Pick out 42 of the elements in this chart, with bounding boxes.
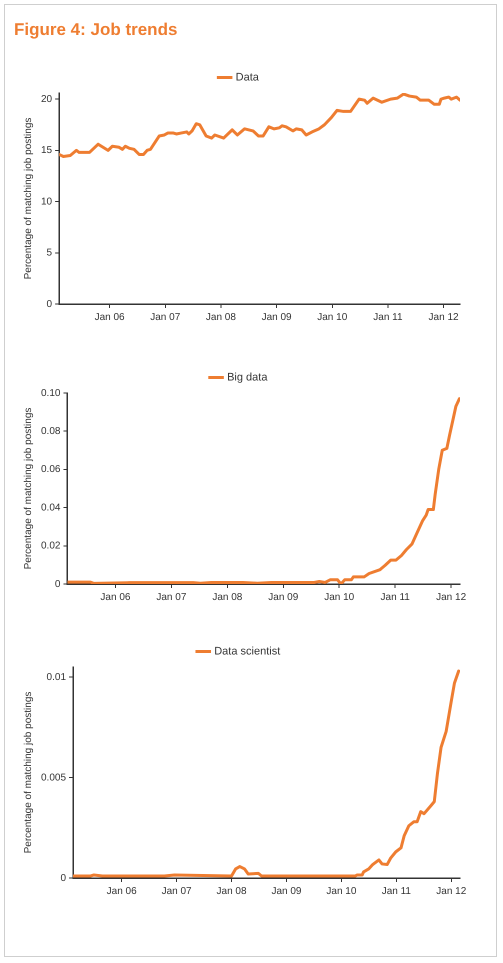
x-tick-label: Jan 10 [324,592,355,603]
x-tick-label: Jan 12 [436,886,467,897]
y-axis-title: Percentage of matching job postings [22,408,34,570]
x-tick-label: Jan 11 [373,312,403,323]
x-tick-label: Jan 10 [317,312,348,323]
y-axis-title: Percentage of matching job postings [22,692,34,854]
y-tick-label: 0.02 [40,540,61,552]
x-tick-label: Jan 11 [380,592,410,603]
y-tick-label: 0 [60,872,66,884]
x-tick-label: Jan 12 [436,592,467,603]
y-tick-label: 0 [46,298,53,310]
chart-title: Figure 4: Job trends [14,20,178,40]
y-tick-label: 0.08 [40,426,61,437]
y-tick-label: 0.06 [40,464,61,476]
y-tick-label: 0.01 [46,672,66,683]
y-tick-label: 0.10 [40,388,61,399]
y-tick-label: 20 [41,94,53,105]
x-tick-label: Jan 06 [100,592,131,603]
y-axis-title: Percentage of matching job postings [22,118,34,280]
y-tick-label: 0.04 [40,502,61,514]
x-tick-label: Jan 08 [206,312,236,323]
legend-label: Big data [227,372,268,384]
x-tick-label: Jan 11 [382,886,412,897]
x-tick-label: Jan 12 [428,312,460,323]
x-tick-label: Jan 09 [268,592,299,603]
y-tick-label: 0.005 [40,772,66,784]
legend-label: Data scientist [214,646,280,658]
x-tick-label: Jan 07 [150,312,181,323]
y-tick-label: 0 [54,578,61,590]
x-tick-label: Jan 06 [94,312,126,323]
y-tick-label: 15 [41,145,53,156]
x-tick-label: Jan 10 [326,886,357,897]
x-tick-label: Jan 07 [156,592,187,603]
y-tick-label: 10 [41,196,53,208]
x-tick-label: Jan 07 [162,886,192,897]
x-tick-label: Jan 08 [212,592,243,603]
legend-label: Data [236,72,260,84]
x-tick-label: Jan 06 [106,886,138,897]
x-tick-label: Jan 08 [216,886,247,897]
y-tick-label: 5 [46,248,53,259]
x-tick-label: Jan 09 [262,312,292,323]
x-tick-label: Jan 09 [271,886,302,897]
